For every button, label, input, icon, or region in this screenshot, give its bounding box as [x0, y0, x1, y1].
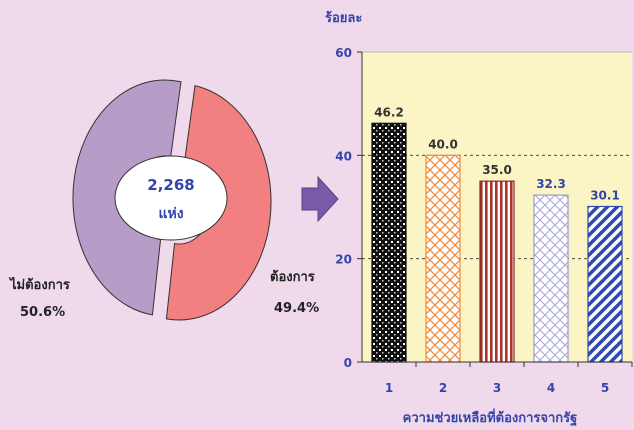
slice-percent-not-wanted: 50.6%: [20, 305, 65, 320]
slice-label-not-wanted: ไม่ต้องการ: [8, 276, 70, 293]
slice-percent-wanted: 49.4%: [274, 301, 319, 316]
y-axis-title: ร้อยละ: [325, 10, 362, 26]
bar-value-label: 35.0: [482, 163, 512, 177]
donut-center-hole: [114, 155, 228, 241]
x-tick-label: 1: [385, 381, 393, 395]
x-tick-label: 2: [439, 381, 447, 395]
bar-value-label: 30.1: [590, 188, 620, 202]
y-axis-ticks: 0 20 40 60: [335, 46, 362, 370]
x-axis-ticks: 1 2 3 4 5: [385, 362, 633, 395]
x-axis-title: ความช่วยเหลือที่ต้องการจากรัฐ: [403, 408, 578, 427]
bar-value-label: 40.0: [428, 137, 458, 151]
x-tick-label: 3: [493, 381, 501, 395]
donut-center-value: 2,268: [147, 176, 194, 194]
bar-4: [533, 194, 569, 363]
bar-value-label: 46.2: [374, 105, 404, 119]
y-tick-label: 60: [335, 46, 352, 60]
bar-5: [587, 205, 623, 363]
y-tick-label: 0: [344, 356, 352, 370]
x-tick-label: 4: [547, 381, 555, 395]
bar-3: [479, 180, 515, 363]
bars: 46.2 40.0 35.0 32.3 30.1: [371, 105, 623, 363]
arrow-right-icon: [301, 175, 339, 223]
slice-label-wanted: ต้องการ: [270, 269, 315, 285]
bar-value-label: 32.3: [536, 177, 566, 191]
donut-center-unit: แห่ง: [158, 206, 183, 222]
y-tick-label: 20: [335, 253, 352, 267]
bar-1: [371, 122, 407, 363]
y-tick-label: 40: [335, 149, 352, 163]
x-tick-label: 5: [601, 381, 609, 395]
bar-2: [425, 154, 461, 363]
